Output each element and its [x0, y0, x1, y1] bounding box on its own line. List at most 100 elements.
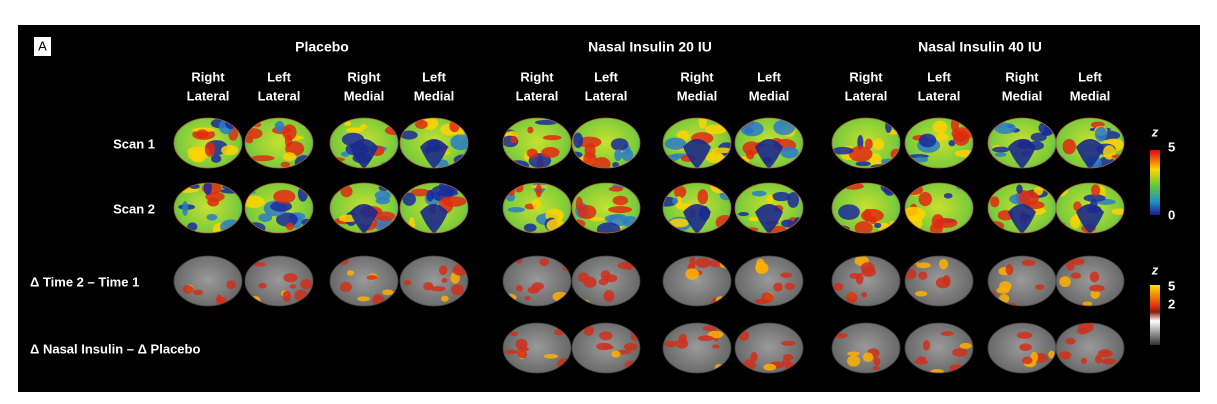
brain-spot — [221, 145, 239, 156]
brain-outline — [399, 255, 469, 307]
brain-spot — [702, 325, 717, 332]
brain-spot — [1016, 184, 1023, 194]
brain-outline — [502, 182, 572, 234]
brain-stem — [420, 139, 448, 168]
brain-spot — [206, 213, 218, 221]
brain-spot — [1070, 272, 1082, 279]
brain-image — [988, 183, 1056, 233]
brain-stem — [350, 204, 378, 233]
brain-outline — [244, 117, 314, 169]
brain-image — [572, 256, 640, 306]
brain-outline — [329, 255, 399, 307]
brain-spot — [750, 351, 758, 362]
column-header: Left — [757, 69, 782, 84]
brain-outline — [734, 322, 804, 374]
brain-spot — [523, 223, 537, 232]
group-title: Placebo — [295, 39, 349, 55]
brain-spot — [450, 134, 468, 151]
column-header: Lateral — [187, 88, 230, 103]
colorbar-title: z — [1151, 262, 1159, 277]
brain-outline — [571, 117, 641, 169]
brain-spot — [833, 283, 844, 291]
panel-label: A — [38, 38, 47, 53]
brain-outline — [831, 322, 901, 374]
brain-spot — [874, 222, 882, 229]
brain-spot — [711, 147, 731, 154]
brain-spot — [366, 275, 378, 280]
brain-spot — [873, 357, 881, 366]
brain-spot — [608, 186, 623, 192]
brain-spot — [374, 190, 391, 201]
brain-spot — [599, 331, 613, 341]
brain-spot — [745, 149, 755, 160]
brain-image — [832, 118, 900, 168]
brain-spot — [1089, 271, 1100, 283]
brain-spot — [673, 185, 687, 199]
brain-outline — [831, 255, 901, 307]
brain-spot — [510, 135, 518, 144]
brain-spot — [697, 335, 714, 342]
brain-spot — [704, 124, 728, 135]
brain-outline — [329, 117, 399, 169]
brain-spot — [524, 296, 531, 301]
brain-spot — [442, 196, 467, 207]
brain-outline — [502, 322, 572, 374]
brain-stem — [1008, 204, 1036, 233]
brain-spot — [938, 258, 949, 270]
brain-spot — [994, 152, 1007, 157]
brain-spot — [532, 198, 541, 209]
brain-image — [330, 183, 398, 233]
colorbar-label: 5 — [1168, 278, 1175, 293]
brain-outline — [571, 182, 641, 234]
brain-spot — [515, 338, 528, 350]
brain-outline — [329, 182, 399, 234]
brain-spot — [990, 196, 1000, 208]
brain-spot — [1005, 264, 1014, 276]
brain-image — [663, 323, 731, 373]
column-header: Medial — [414, 88, 454, 103]
brain-spot — [689, 256, 696, 269]
brain-spot — [918, 192, 932, 207]
column-header: Lateral — [845, 88, 888, 103]
brain-spot — [992, 146, 1010, 153]
brain-spot — [192, 289, 204, 296]
brain-spot — [527, 126, 534, 134]
brain-spot — [182, 201, 189, 216]
brain-spot — [345, 127, 364, 133]
brain-spot — [203, 183, 212, 196]
brain-spot — [751, 190, 767, 197]
brain-image — [988, 256, 1056, 306]
brain-spot — [671, 197, 679, 205]
brain-spot — [426, 189, 434, 202]
brain-spot — [1021, 259, 1036, 266]
brain-spot — [450, 284, 464, 296]
brain-spot — [611, 350, 621, 358]
brain-spot — [663, 196, 677, 207]
brain-outline — [571, 322, 641, 374]
brain-outline — [1055, 322, 1125, 374]
brain-image — [503, 256, 571, 306]
brain-spot — [517, 350, 528, 359]
column-header: Lateral — [918, 88, 961, 103]
brain-image — [905, 323, 973, 373]
brain-spot — [780, 272, 793, 278]
brain-spot — [1070, 215, 1081, 229]
brain-spot — [1094, 126, 1108, 142]
brain-spot — [573, 132, 584, 149]
brain-spot — [283, 273, 298, 283]
brain-stem — [755, 204, 783, 233]
brain-spot — [912, 156, 929, 163]
brain-spot — [182, 285, 194, 294]
brain-spot — [436, 190, 459, 197]
brain-spot — [285, 222, 295, 231]
brain-spot — [763, 363, 777, 371]
brain-spot — [340, 281, 352, 292]
brain-spot — [300, 279, 313, 290]
brain-spot — [773, 282, 783, 292]
brain-spot — [210, 154, 222, 163]
brain-spot — [916, 262, 931, 269]
brain-image — [174, 118, 242, 168]
brain-spot — [1059, 276, 1071, 288]
brain-spot — [1089, 284, 1105, 292]
